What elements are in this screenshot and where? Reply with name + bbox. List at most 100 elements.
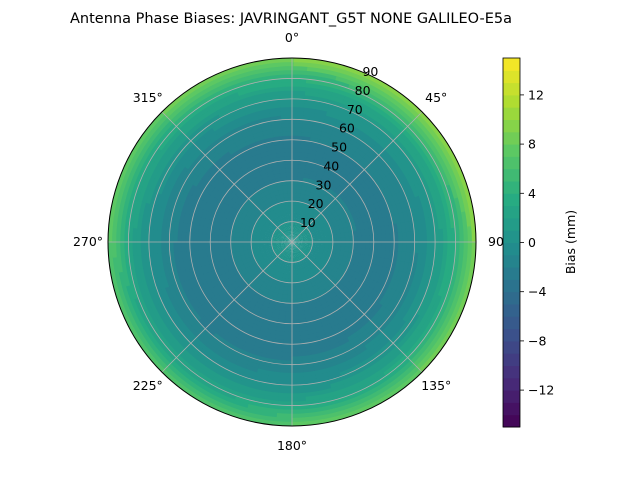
bias-cell <box>168 359 185 375</box>
bias-cell <box>279 306 287 312</box>
bias-cell <box>117 270 127 288</box>
bias-cell <box>218 266 226 276</box>
bias-cell <box>334 163 345 173</box>
bias-cell <box>225 235 231 242</box>
bias-cell <box>221 385 238 397</box>
colorbar-band <box>503 328 520 342</box>
bias-cell <box>252 170 262 179</box>
bias-cell <box>136 226 142 242</box>
bias-cell <box>214 368 230 380</box>
bias-cell <box>275 236 281 239</box>
bias-cell <box>227 313 239 323</box>
bias-cell <box>204 210 212 220</box>
bias-cell <box>290 356 303 362</box>
bias-cell <box>412 154 425 170</box>
bias-cell <box>209 306 220 318</box>
bias-cell <box>187 183 197 196</box>
bias-cell <box>387 288 397 301</box>
bias-cell <box>385 160 398 173</box>
bias-cell <box>263 234 269 238</box>
bias-cell <box>292 240 297 242</box>
bias-cell <box>283 319 292 325</box>
bias-cell <box>168 284 178 298</box>
bias-cell <box>335 145 347 155</box>
bias-cell <box>346 332 359 343</box>
bias-cell <box>201 327 214 340</box>
bias-cell <box>239 326 251 336</box>
bias-cell <box>209 195 219 206</box>
bias-cell <box>201 143 215 156</box>
bias-cell <box>231 163 242 174</box>
bias-cell <box>125 299 137 317</box>
bias-cell <box>269 229 275 234</box>
bias-cell <box>289 250 292 255</box>
bias-cell <box>276 392 292 398</box>
bias-cell <box>254 174 264 182</box>
bias-cell <box>292 254 295 259</box>
colorbar-bands <box>503 58 520 428</box>
bias-cell <box>238 232 244 238</box>
bias-cell <box>314 248 321 253</box>
bias-cell <box>383 267 392 279</box>
bias-cell <box>181 240 187 252</box>
bias-cell <box>365 150 378 162</box>
bias-cell <box>245 63 264 73</box>
bias-cell <box>379 285 389 297</box>
bias-cell <box>284 253 288 258</box>
bias-cell <box>290 372 304 378</box>
bias-cell <box>295 230 299 235</box>
bias-cell <box>191 148 204 161</box>
bias-cell <box>281 264 286 271</box>
bias-cell <box>204 130 219 142</box>
bias-cell <box>335 360 350 370</box>
bias-cell <box>287 229 290 235</box>
bias-cell <box>319 316 329 324</box>
bias-cell <box>274 416 292 423</box>
bias-cell <box>242 152 254 161</box>
bias-cell <box>212 140 226 152</box>
bias-cell <box>176 270 185 283</box>
bias-cell <box>252 305 261 313</box>
bias-cell <box>364 394 383 407</box>
bias-cell <box>237 159 248 169</box>
bias-cell <box>297 226 301 232</box>
bias-cell <box>318 396 335 404</box>
bias-cell <box>401 309 413 324</box>
bias-cell <box>298 322 308 329</box>
bias-cell <box>393 232 399 244</box>
bias-cell <box>213 275 222 286</box>
bias-cell <box>238 250 245 256</box>
bias-cell <box>195 197 204 209</box>
bias-cell <box>312 364 327 372</box>
bias-cell <box>164 140 178 156</box>
bias-cell <box>406 328 420 344</box>
bias-cell <box>283 252 287 258</box>
bias-cell <box>124 148 138 166</box>
bias-cell <box>171 338 186 353</box>
bias-cell <box>284 315 292 321</box>
bias-cell <box>351 308 362 319</box>
bias-cell <box>329 384 346 394</box>
bias-cell <box>381 242 387 252</box>
bias-cell <box>352 230 358 238</box>
bias-cell <box>217 191 226 202</box>
bias-cell <box>259 230 266 235</box>
bias-cell <box>225 351 239 362</box>
bias-cell <box>276 151 286 158</box>
bias-cell <box>450 227 457 244</box>
bias-cell <box>337 67 356 78</box>
bias-cell <box>421 290 431 306</box>
bias-cell <box>134 328 148 346</box>
bias-cell <box>164 229 170 242</box>
bias-cell <box>279 193 285 199</box>
bias-cell <box>231 340 244 351</box>
bias-cell <box>321 156 332 165</box>
bias-cell <box>361 117 376 129</box>
bias-cell <box>319 345 332 354</box>
bias-cell <box>291 307 299 313</box>
bias-cell <box>299 229 305 234</box>
bias-cell <box>416 335 430 352</box>
bias-cell <box>156 179 167 195</box>
bias-cell <box>274 412 292 419</box>
bias-cell <box>411 197 420 211</box>
